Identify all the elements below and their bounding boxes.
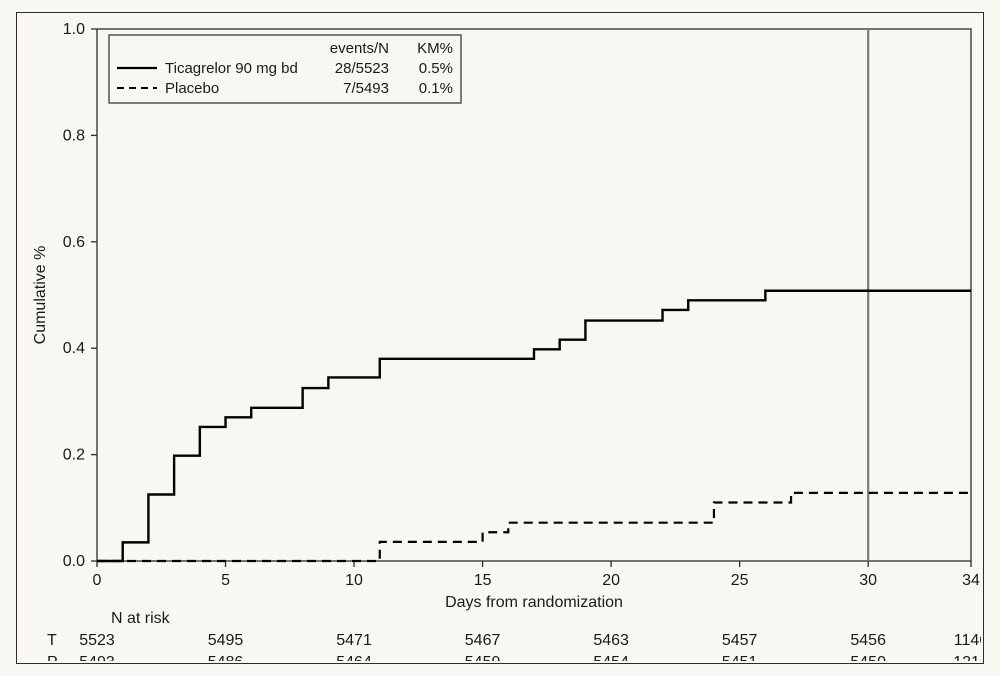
x-tick-label: 10 xyxy=(345,572,363,589)
x-axis-label: Days from randomization xyxy=(445,594,623,611)
at-risk-row-label: P xyxy=(47,654,58,661)
y-tick-label: 0.8 xyxy=(63,127,85,144)
series-line xyxy=(97,291,971,561)
figure-root: 0.0 0.2 0.4 0.6 0.8 1.0 0 5 10 15 20 25 30 34 Days fro… xyxy=(0,0,1000,676)
km-plot: 0.0 0.2 0.4 0.6 0.8 1.0 0 5 10 15 20 25 30 34 Days fro… xyxy=(17,13,981,661)
x-tick-label: 25 xyxy=(731,572,749,589)
at-risk-row-label: T xyxy=(47,632,57,649)
series-line xyxy=(97,493,971,561)
legend-km: 0.5% xyxy=(419,60,453,77)
legend-events: 7/5493 xyxy=(343,80,389,97)
at-risk-value: 5523 xyxy=(79,632,115,649)
legend-header-events: events/N xyxy=(330,40,389,57)
legend-events: 28/5523 xyxy=(335,60,389,77)
at-risk-value: 5457 xyxy=(722,632,758,649)
at-risk-value: 1216 xyxy=(953,654,981,661)
at-risk-value: 5454 xyxy=(593,654,629,661)
at-risk-value: 5459 xyxy=(465,654,501,661)
y-tick-label: 0.0 xyxy=(63,553,85,570)
at-risk-value: 5471 xyxy=(336,632,372,649)
x-tick-label: 30 xyxy=(859,572,877,589)
y-tick-label: 1.0 xyxy=(63,21,85,38)
at-risk-value: 5464 xyxy=(336,654,372,661)
legend-label: Ticagrelor 90 mg bd xyxy=(165,60,298,77)
y-tick-label: 0.4 xyxy=(63,340,85,357)
plot-border xyxy=(97,29,971,561)
y-tick-label: 0.6 xyxy=(63,234,85,251)
x-tick-label: 20 xyxy=(602,572,620,589)
y-axis-label: Cumulative % xyxy=(32,246,49,345)
x-tick-label: 5 xyxy=(221,572,230,589)
legend-km: 0.1% xyxy=(419,80,453,97)
at-risk-title: N at risk xyxy=(111,610,171,627)
at-risk-value: 5495 xyxy=(208,632,244,649)
at-risk-value: 5450 xyxy=(850,654,886,661)
at-risk-value: 5467 xyxy=(465,632,501,649)
x-tick-label: 15 xyxy=(474,572,492,589)
x-tick-label: 0 xyxy=(93,572,102,589)
at-risk-value: 5463 xyxy=(593,632,629,649)
x-tick-label: 34 xyxy=(962,572,980,589)
at-risk-value: 5451 xyxy=(722,654,758,661)
at-risk-value: 5493 xyxy=(79,654,115,661)
at-risk-value: 5486 xyxy=(208,654,244,661)
at-risk-value: 5456 xyxy=(850,632,886,649)
legend-header-km: KM% xyxy=(417,40,453,57)
at-risk-value: 1146 xyxy=(954,632,981,649)
legend-label: Placebo xyxy=(165,80,219,97)
y-tick-label: 0.2 xyxy=(63,447,85,464)
panel-border: 0.0 0.2 0.4 0.6 0.8 1.0 0 5 10 15 20 25 30 34 Days fro… xyxy=(16,12,984,664)
